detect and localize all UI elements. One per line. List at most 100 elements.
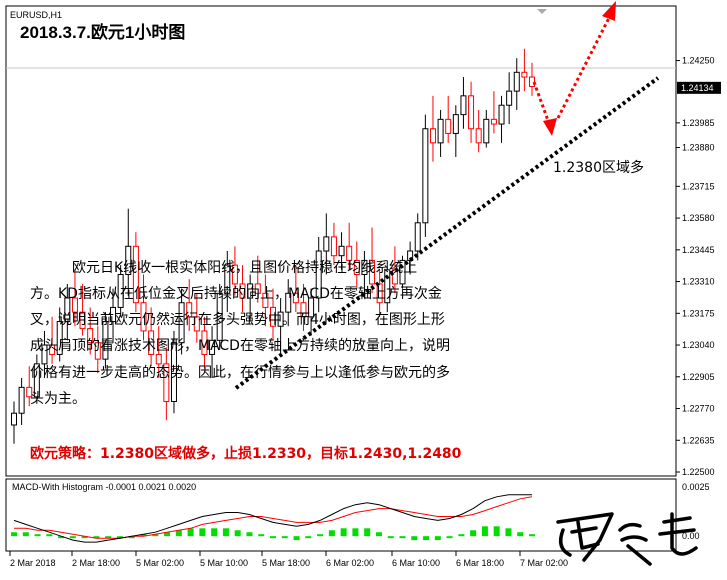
candle-body bbox=[338, 245, 345, 257]
current-price-tag bbox=[677, 81, 721, 94]
macd-signal-line bbox=[14, 496, 533, 539]
candle-body bbox=[460, 95, 467, 116]
candle-body bbox=[437, 118, 444, 144]
macd-histogram-bar bbox=[340, 528, 347, 537]
price-tick-label: 1.22500 bbox=[682, 467, 715, 477]
macd-histogram-bar bbox=[246, 532, 253, 537]
macd-histogram-bar bbox=[293, 536, 300, 541]
macd-histogram-bar bbox=[352, 528, 359, 537]
macd-histogram-bar bbox=[187, 528, 194, 537]
strategy-text: 欧元策略：1.2380区域做多，止损1.2330，目标1.2430,1.2480 bbox=[30, 445, 462, 462]
candle-body bbox=[483, 118, 490, 144]
macd-histogram-bar bbox=[116, 536, 123, 539]
candle-body bbox=[262, 292, 269, 308]
candle-body bbox=[87, 328, 94, 344]
candle-body bbox=[94, 342, 101, 360]
signature-icon bbox=[556, 512, 698, 566]
candle-body bbox=[193, 316, 200, 332]
candle-body bbox=[384, 269, 391, 304]
candle-body bbox=[33, 363, 40, 398]
price-tick-label: 1.22770 bbox=[682, 404, 715, 414]
macd-histogram-bar bbox=[199, 528, 206, 537]
candle-body bbox=[247, 283, 254, 299]
candle-body bbox=[407, 250, 414, 261]
time-tick-label: 6 Mar 18:00 bbox=[456, 558, 504, 568]
candle-body bbox=[49, 344, 56, 355]
candle-body bbox=[270, 306, 276, 327]
macd-histogram-bar bbox=[505, 528, 512, 537]
macd-histogram-bar bbox=[270, 536, 276, 539]
analysis-line-4: 成头肩顶的看涨技术图形，MACD在零轴上方持续的放量向上，说明 bbox=[30, 337, 450, 354]
scroll-shift-marker-icon bbox=[537, 9, 547, 14]
macd-histogram-bar bbox=[399, 536, 406, 539]
macd-label: MACD-With Histogram -0.0001 0.0021 0.002… bbox=[12, 482, 196, 492]
macd-histogram-bar bbox=[34, 534, 41, 537]
macd-histogram-bar bbox=[328, 530, 335, 537]
candle-body bbox=[346, 245, 353, 261]
candle-body bbox=[292, 292, 299, 304]
analysis-line-6: 头为主。 bbox=[30, 391, 86, 407]
macd-histogram-bar bbox=[364, 528, 371, 537]
chart-title: 2018.3.7.欧元1小时图 bbox=[20, 22, 185, 42]
candle-body bbox=[490, 118, 497, 125]
candle-body bbox=[102, 321, 109, 360]
candle-body bbox=[452, 114, 459, 134]
candle-body bbox=[285, 292, 292, 313]
candle-body bbox=[506, 90, 513, 106]
macd-histogram-bar bbox=[128, 536, 135, 539]
macd-tick-label: 0.0025 bbox=[682, 482, 710, 492]
candle-body bbox=[300, 302, 307, 318]
arrow-down-line bbox=[532, 81, 552, 127]
candle-body bbox=[155, 353, 162, 365]
price-tick-label: 1.22905 bbox=[682, 372, 715, 382]
macd-histogram-bar bbox=[411, 536, 418, 541]
time-tick-label: 2 Mar 2018 bbox=[10, 558, 56, 568]
candle-body bbox=[239, 283, 246, 299]
price-tick-label: 1.23310 bbox=[682, 277, 715, 287]
macd-histogram-bar bbox=[46, 534, 53, 537]
annotation-entry-zone: 1.2380区域多 bbox=[553, 159, 644, 176]
time-tick-label: 2 Mar 18:00 bbox=[72, 558, 120, 568]
macd-histogram-bar bbox=[529, 534, 535, 537]
time-tick-label: 5 Mar 18:00 bbox=[262, 558, 310, 568]
macd-main-line bbox=[13, 494, 532, 543]
candle-body bbox=[71, 297, 78, 313]
macd-histogram-bar bbox=[81, 536, 88, 539]
price-tick-label: 1.23880 bbox=[682, 143, 715, 153]
macd-histogram-bar bbox=[493, 526, 500, 537]
candle-body bbox=[170, 342, 177, 402]
macd-histogram-bar bbox=[140, 534, 147, 537]
candle-body bbox=[56, 321, 63, 355]
candle-body bbox=[11, 412, 17, 426]
candle-body bbox=[148, 330, 155, 355]
candle-body bbox=[178, 302, 185, 344]
macd-histogram-bar bbox=[152, 534, 159, 537]
macd-histogram-bar bbox=[258, 534, 265, 537]
candle-body bbox=[216, 292, 223, 341]
candle-body bbox=[330, 236, 337, 257]
analysis-line-2: 方。KD指标从在低位金叉后持续的向上，MACD在零轴上方再次金 bbox=[30, 285, 442, 302]
candle-body bbox=[186, 302, 193, 318]
macd-histogram-bar bbox=[434, 536, 441, 541]
macd-histogram-bar bbox=[234, 530, 241, 537]
macd-histogram-bar bbox=[317, 534, 324, 537]
candle-body bbox=[399, 259, 406, 285]
macd-histogram-bar bbox=[470, 530, 477, 537]
analysis-line-3: 叉，说明当前欧元仍然运行在多头强势中。而4小时图，在图形上形 bbox=[30, 311, 445, 328]
time-tick-label: 6 Mar 02:00 bbox=[326, 558, 374, 568]
candle-body bbox=[125, 245, 132, 276]
analysis-text: 欧元日K线收一根实体阳线，且图价格持稳在均线系统上 方。KD指标从在低位金叉后持… bbox=[30, 260, 450, 407]
candle-body bbox=[110, 306, 117, 323]
candle-body bbox=[498, 104, 505, 125]
analysis-line-5: 价格有进一步走高的态势。因此，在行情参与上以逢低参与欧元的多 bbox=[30, 364, 450, 381]
analysis-line-1: 欧元日K线收一根实体阳线，且图价格持稳在均线系统上 bbox=[72, 260, 417, 276]
candle-body bbox=[445, 118, 452, 134]
candle-body bbox=[361, 259, 368, 276]
price-axis: 1.24250 1.24134 1.23985 1.23880 1.23715 1.235… bbox=[676, 56, 721, 477]
candle-body bbox=[26, 386, 33, 398]
candle-body bbox=[18, 386, 25, 414]
candle-body bbox=[521, 71, 528, 78]
candle-body bbox=[140, 302, 147, 332]
price-tick-label: 1.23580 bbox=[682, 213, 715, 223]
macd-histogram-bar bbox=[481, 526, 488, 537]
